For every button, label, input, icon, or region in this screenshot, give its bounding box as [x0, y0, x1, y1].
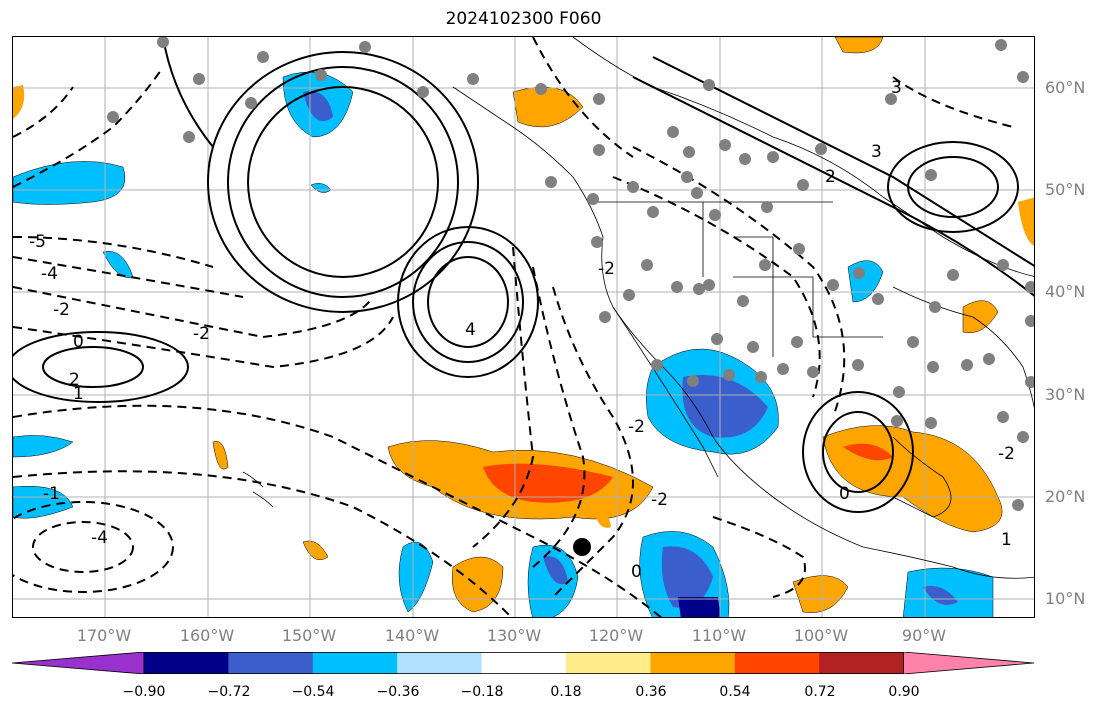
lon-label-130w: 130°W	[486, 626, 542, 645]
svg-text:-2: -2	[998, 444, 1015, 464]
colorbar-segment	[397, 652, 483, 674]
svg-text:3: 3	[891, 78, 902, 98]
colorbar-segment	[819, 652, 905, 674]
svg-text:3: 3	[871, 142, 882, 162]
colorbar-tick-label: −0.54	[291, 684, 335, 700]
lat-label-30n: 30°N	[1045, 385, 1086, 404]
svg-text:0: 0	[839, 484, 850, 504]
lon-label-110w: 110°W	[691, 626, 747, 645]
colorbar-segment	[481, 652, 567, 674]
colorbar-tick-label: 0.18	[550, 684, 582, 700]
colorbar-tick-label: 0.36	[635, 684, 667, 700]
colorbar-outline	[143, 652, 904, 674]
colorbar-tick-label: −0.36	[376, 684, 420, 700]
svg-text:1: 1	[1001, 530, 1012, 550]
colorbar-tick-label: −0.72	[207, 684, 251, 700]
svg-text:1: 1	[73, 384, 84, 404]
colorbar-segment	[566, 652, 651, 674]
colorbar-extend-high	[903, 652, 1035, 674]
colorbar-tick-label: 0.54	[719, 684, 751, 700]
storm-center-marker	[573, 538, 591, 556]
lon-label-160w: 160°W	[179, 626, 235, 645]
lon-label-90w: 90°W	[901, 626, 947, 645]
svg-text:2: 2	[69, 370, 80, 390]
map-title: 2024102300 F060	[445, 9, 602, 29]
lon-label-150w: 150°W	[281, 626, 337, 645]
map-canvas: 0 2 -2 4 -4 -5 3 3 1 -1 -4 -2 -2 0 0 -2 …	[13, 37, 1034, 617]
contour-lines	[13, 37, 1034, 513]
map-panel: 0 2 -2 4 -4 -5 3 3 1 -1 -4 -2 -2 0 0 -2 …	[12, 36, 1035, 618]
colorbar-tick-label: 0.72	[804, 684, 836, 700]
colorbar	[12, 652, 1035, 674]
svg-text:0: 0	[631, 562, 642, 582]
svg-text:-4: -4	[41, 264, 58, 284]
lat-label-50n: 50°N	[1045, 180, 1086, 199]
svg-text:-2: -2	[598, 259, 615, 279]
colorbar-tick-label: 0.90	[888, 684, 920, 700]
contour-lines-dashed	[13, 37, 1014, 617]
lon-label-120w: 120°W	[588, 626, 644, 645]
lon-label-170w: 170°W	[76, 626, 132, 645]
station-markers	[107, 37, 1034, 511]
colorbar-tick-label: −0.18	[460, 684, 504, 700]
lon-label-100w: 100°W	[793, 626, 849, 645]
colorbar-segment	[650, 652, 736, 674]
lat-label-60n: 60°N	[1045, 78, 1086, 97]
svg-text:2: 2	[825, 167, 836, 187]
colorbar-segment	[228, 652, 314, 674]
svg-text:4: 4	[465, 320, 476, 340]
colorbar-segment	[144, 652, 229, 674]
shaded-anomalies	[13, 37, 1034, 617]
lat-label-10n: 10°N	[1045, 589, 1086, 608]
svg-text:-2: -2	[651, 490, 668, 510]
colorbar-tick-label: −0.90	[122, 684, 166, 700]
graticule	[13, 37, 1034, 617]
svg-text:-1: -1	[43, 484, 60, 504]
svg-text:-2: -2	[628, 417, 645, 437]
svg-text:-2: -2	[53, 300, 70, 320]
lat-label-20n: 20°N	[1045, 487, 1086, 506]
svg-text:0: 0	[73, 332, 84, 352]
svg-text:-2: -2	[193, 324, 210, 344]
contour-value-labels: 0 2 -2 4 -4 -5 3 3 1 -1 -4 -2 -2 0 0 -2 …	[29, 78, 1015, 582]
colorbar-extend-low	[12, 652, 145, 674]
lat-label-40n: 40°N	[1045, 282, 1086, 301]
lon-label-140w: 140°W	[384, 626, 440, 645]
colorbar-segment	[312, 652, 398, 674]
svg-text:-5: -5	[29, 232, 46, 252]
colorbar-segment	[734, 652, 820, 674]
svg-text:-4: -4	[91, 528, 108, 548]
